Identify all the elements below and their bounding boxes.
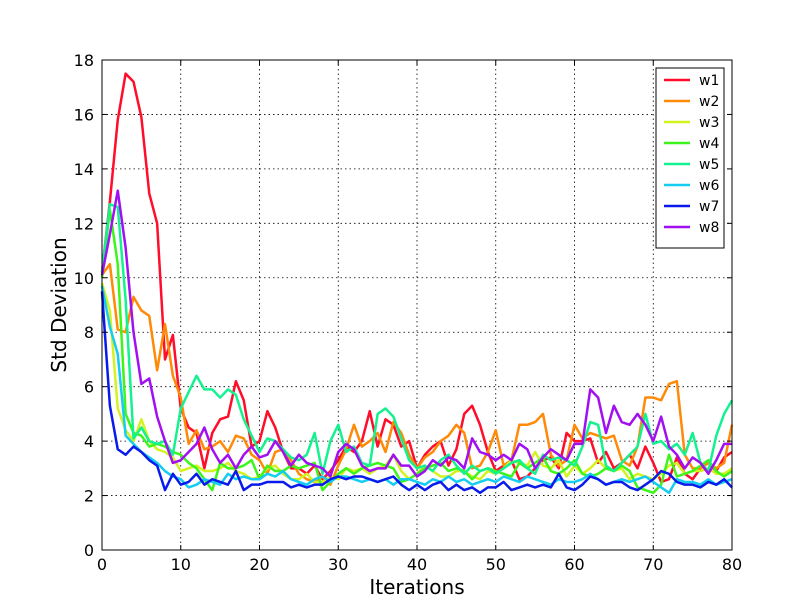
y-tick-label: 4 — [84, 432, 94, 451]
legend-label-w6: w6 — [699, 178, 719, 194]
x-tick-label: 30 — [328, 555, 348, 574]
y-tick-label: 16 — [74, 105, 94, 124]
tick-labels: 0 10 20 30 40 50 60 70 80 0 2 4 6 8 10 12 14 16 18 — [74, 51, 743, 574]
y-tick-label: 8 — [84, 323, 94, 342]
x-tick-label: 0 — [97, 555, 107, 574]
y-tick-label: 18 — [74, 51, 94, 70]
y-tick-label: 12 — [74, 214, 94, 233]
legend-label-w4: w4 — [699, 136, 719, 152]
series-line-w8 — [100, 189, 732, 478]
x-tick-label: 60 — [564, 555, 584, 574]
series-line-w6 — [100, 285, 733, 495]
x-tick-label: 50 — [486, 555, 506, 574]
x-tick-label: 10 — [171, 555, 191, 574]
x-tick-label: 70 — [643, 555, 663, 574]
y-tick-label: 10 — [74, 269, 94, 288]
legend-label-w8: w8 — [699, 220, 719, 236]
y-tick-label: 6 — [84, 378, 94, 397]
legend-box — [655, 67, 725, 249]
y-tick-label: 14 — [74, 160, 94, 179]
legend-label-w5: w5 — [699, 157, 719, 173]
x-tick-label: 80 — [722, 555, 742, 574]
x-tick-label: 20 — [249, 555, 269, 574]
legend-label-w7: w7 — [699, 199, 719, 215]
series-line-w7 — [100, 291, 733, 495]
y-tick-label: 2 — [84, 487, 94, 506]
x-tick-label: 40 — [407, 555, 427, 574]
axis-ticks — [101, 59, 733, 551]
y-tick-label: 0 — [84, 541, 94, 560]
grid-lines — [102, 60, 732, 550]
x-axis-title: Iterations — [369, 575, 464, 599]
legend-label-w1: w1 — [699, 73, 719, 89]
y-axis-title: Std Deviation — [47, 237, 71, 372]
legend: w1 w2 w3 w4 w5 w6 w7 w8 — [655, 67, 725, 249]
legend-label-w2: w2 — [699, 94, 719, 110]
series-line-w5 — [100, 203, 734, 476]
legend-label-w3: w3 — [699, 115, 719, 131]
series-lines — [100, 72, 734, 495]
